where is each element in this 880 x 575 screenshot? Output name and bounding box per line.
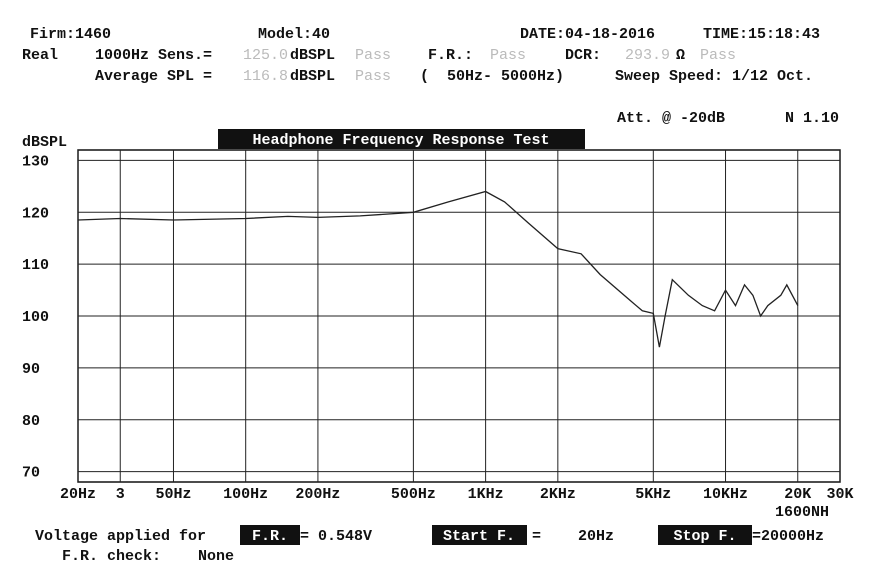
x-tick-label: 30K	[826, 486, 853, 503]
x-tick-label: 50Hz	[155, 486, 191, 503]
time: TIME:15:18:43	[703, 26, 820, 43]
y-tick-label: 90	[22, 361, 40, 378]
check-value: None	[198, 548, 234, 565]
y-tick-label: 130	[22, 153, 49, 170]
y-tick-label: 70	[22, 465, 40, 482]
x-tick-label: 2KHz	[540, 486, 576, 503]
start-box-label: Start F.	[443, 528, 515, 545]
y-tick-label: 110	[22, 257, 49, 274]
x-tick-label: 200Hz	[295, 486, 340, 503]
date: DATE:04-18-2016	[520, 26, 655, 43]
mode: Real	[22, 47, 58, 64]
title-box	[218, 129, 585, 149]
x-tick-label: 500Hz	[391, 486, 436, 503]
x-tick-label: 20K	[784, 486, 811, 503]
avg-unit: dBSPL	[290, 68, 335, 85]
stop-box-label: Stop F.	[673, 528, 736, 545]
y-tick-label: 80	[22, 413, 40, 430]
dcr-label: DCR:	[565, 47, 601, 64]
response-line	[77, 190, 799, 348]
dcr-status: Pass	[700, 47, 736, 64]
stop-box	[658, 525, 752, 545]
version: N 1.10	[785, 110, 839, 127]
model: Model:40	[258, 26, 330, 43]
y-tick-label: 100	[22, 309, 49, 326]
stop-value: =20000Hz	[752, 528, 824, 545]
sens-value: 125.0	[243, 47, 288, 64]
x-tick-label: 20Hz	[60, 486, 96, 503]
probe: 1600NH	[775, 504, 829, 521]
voltage-label: Voltage applied for	[35, 528, 206, 545]
fr-status: Pass	[490, 47, 526, 64]
sweep: Sweep Speed: 1/12 Oct.	[615, 68, 813, 85]
x-tick-label: 5KHz	[635, 486, 671, 503]
avg-status: Pass	[355, 68, 391, 85]
avg-value: 116.8	[243, 68, 288, 85]
avg-label: Average SPL =	[95, 68, 212, 85]
start-value: 20Hz	[578, 528, 614, 545]
dcr-unit: Ω	[676, 47, 685, 64]
sens-status: Pass	[355, 47, 391, 64]
range: ( 50Hz- 5000Hz)	[420, 68, 564, 85]
check-label: F.R. check:	[62, 548, 161, 565]
start-box	[432, 525, 527, 545]
y-axis-label: dBSPL	[22, 134, 67, 151]
voltage-value: = 0.548V	[300, 528, 372, 545]
sens-unit: dBSPL	[290, 47, 335, 64]
chart-title: Headphone Frequency Response Test	[252, 132, 549, 149]
start-eq: =	[532, 528, 541, 545]
fr-box-label: F.R.	[252, 528, 288, 545]
firm: Firm:1460	[30, 26, 111, 43]
sens-label: 1000Hz Sens.=	[95, 47, 212, 64]
x-tick-label: 3	[116, 486, 125, 503]
attenuation: Att. @ -20dB	[617, 110, 725, 127]
x-tick-label: 1KHz	[468, 486, 504, 503]
y-tick-label: 120	[22, 205, 49, 222]
x-tick-label: 10KHz	[703, 486, 748, 503]
dcr-value: 293.9	[625, 47, 670, 64]
fr-box	[240, 525, 300, 545]
x-tick-label: 100Hz	[223, 486, 268, 503]
fr-label: F.R.:	[428, 47, 473, 64]
